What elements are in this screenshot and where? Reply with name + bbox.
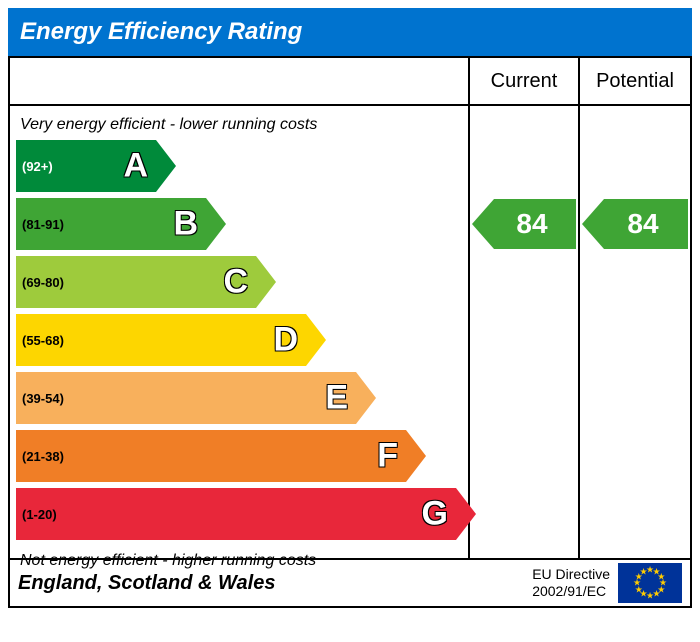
band-row-d: (55-68) D <box>16 314 462 366</box>
header-current: Current <box>470 58 580 104</box>
band-row-f: (21-38) F <box>16 430 462 482</box>
epc-chart-container: Energy Efficiency Rating Current Potenti… <box>0 0 700 642</box>
band-range-e: (39-54) <box>16 391 64 406</box>
band-row-e: (39-54) E <box>16 372 462 424</box>
band-row-b: (81-91) B <box>16 198 462 250</box>
band-bar-a: (92+) A <box>16 140 156 192</box>
band-bar-c: (69-80) C <box>16 256 256 308</box>
title-text: Energy Efficiency Rating <box>20 18 302 45</box>
band-chevron-f <box>406 430 426 482</box>
potential-rating-arrow-icon <box>582 199 604 249</box>
band-row-g: (1-20) G <box>16 488 462 540</box>
directive-line2: 2002/91/EC <box>532 583 610 600</box>
band-range-b: (81-91) <box>16 217 64 232</box>
title-bar: Energy Efficiency Rating <box>8 8 692 56</box>
header-current-label: Current <box>491 70 558 93</box>
band-letter-d: D <box>273 321 298 360</box>
band-range-g: (1-20) <box>16 507 57 522</box>
band-chevron-c <box>256 256 276 308</box>
band-row-c: (69-80) C <box>16 256 462 308</box>
chart-area: Very energy efficient - lower running co… <box>10 106 470 558</box>
directive-line1: EU Directive <box>532 566 610 583</box>
band-bar-g: (1-20) G <box>16 488 456 540</box>
current-rating-arrow-icon <box>472 199 494 249</box>
footer-region: England, Scotland & Wales <box>18 572 532 595</box>
band-range-c: (69-80) <box>16 275 64 290</box>
eu-star-icon: ★ <box>639 566 647 577</box>
top-note: Very energy efficient - lower running co… <box>16 114 462 136</box>
body-row: Very energy efficient - lower running co… <box>10 106 690 558</box>
band-chevron-d <box>306 314 326 366</box>
header-potential-label: Potential <box>596 70 674 93</box>
band-letter-e: E <box>325 379 348 418</box>
current-rating: 84 <box>472 199 576 249</box>
band-letter-a: A <box>123 147 148 186</box>
header-row: Current Potential <box>10 58 690 106</box>
band-range-d: (55-68) <box>16 333 64 348</box>
bars: (92+) A (81-91) B (69-80) C (55-68) D (39-54) E (2… <box>16 136 462 550</box>
potential-rating-value: 84 <box>604 199 688 249</box>
band-bar-d: (55-68) D <box>16 314 306 366</box>
footer-directive: EU Directive 2002/91/EC <box>532 566 610 600</box>
band-chevron-a <box>156 140 176 192</box>
potential-column: 84 <box>580 106 690 558</box>
band-bar-b: (81-91) B <box>16 198 206 250</box>
header-chart-cell <box>10 58 470 104</box>
eu-flag-icon: ★★★★★★★★★★★★ <box>618 563 682 603</box>
band-chevron-e <box>356 372 376 424</box>
header-potential: Potential <box>580 58 690 104</box>
band-bar-e: (39-54) E <box>16 372 356 424</box>
band-row-a: (92+) A <box>16 140 462 192</box>
current-column: 84 <box>470 106 580 558</box>
potential-rating: 84 <box>582 199 688 249</box>
band-letter-c: C <box>223 263 248 302</box>
main-box: Current Potential Very energy efficient … <box>8 56 692 608</box>
band-range-f: (21-38) <box>16 449 64 464</box>
band-bar-f: (21-38) F <box>16 430 406 482</box>
band-chevron-b <box>206 198 226 250</box>
band-letter-g: G <box>422 495 448 534</box>
band-range-a: (92+) <box>16 159 53 174</box>
band-letter-f: F <box>377 437 398 476</box>
bottom-note: Not energy efficient - higher running co… <box>16 550 462 572</box>
current-rating-value: 84 <box>494 199 576 249</box>
band-letter-b: B <box>173 205 198 244</box>
